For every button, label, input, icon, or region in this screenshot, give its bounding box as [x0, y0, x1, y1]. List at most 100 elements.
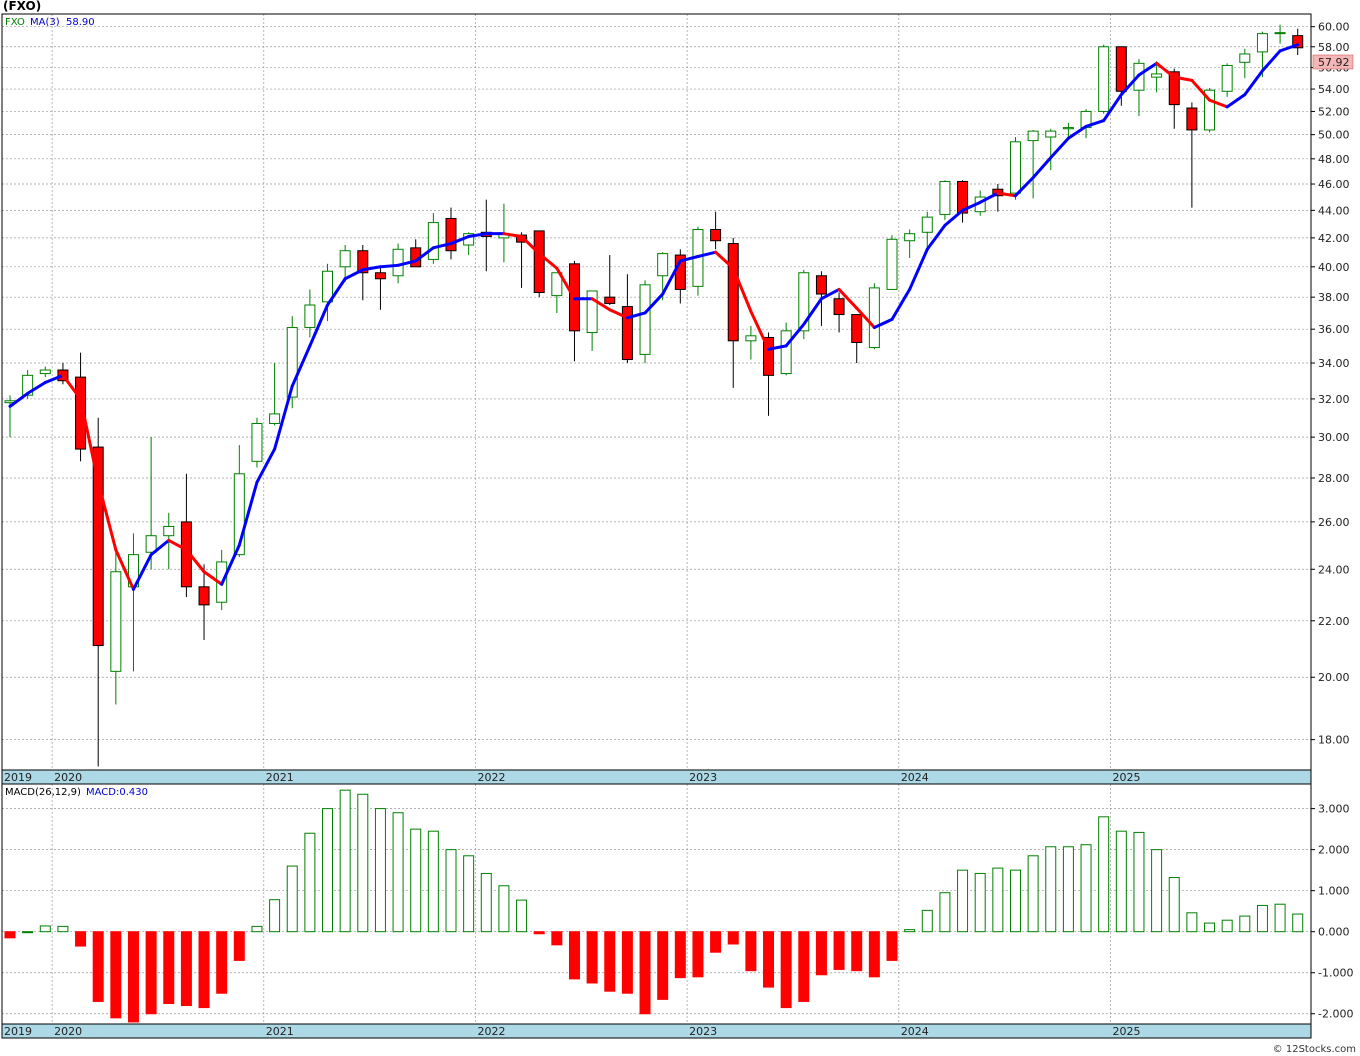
macd-bar	[233, 931, 245, 961]
macd-bar	[410, 828, 422, 933]
year-label: 2024	[901, 771, 929, 784]
year-label: 2023	[689, 771, 717, 784]
macd-bar	[198, 931, 210, 1009]
macd-bar	[22, 931, 34, 934]
ma-segment	[467, 232, 488, 238]
macd-bar	[480, 872, 492, 933]
macd-panel-frame	[1, 783, 1312, 1025]
ma-segment	[378, 263, 400, 269]
ma-segment	[802, 297, 823, 326]
macd-bar	[163, 931, 175, 1004]
ma-segment	[1243, 69, 1264, 97]
price-y-tick-label: 48.00	[1318, 153, 1350, 166]
price-y-tick-label: 32.00	[1318, 393, 1350, 406]
candle-body	[233, 473, 245, 556]
year-label: 2021	[266, 771, 294, 784]
candle-body	[604, 296, 616, 304]
ma-segment	[837, 287, 859, 310]
year-label: 2022	[477, 771, 505, 784]
macd-bar	[692, 931, 704, 978]
macd-bar	[1221, 919, 1233, 933]
macd-bar	[886, 931, 898, 961]
ma-segment	[1066, 124, 1088, 140]
candle-body	[657, 253, 669, 277]
ma-segment	[1031, 156, 1053, 180]
ma-segment	[396, 259, 418, 267]
price-y-tick-label: 52.00	[1318, 105, 1350, 118]
legend-ma-label: MA(3)	[30, 17, 60, 28]
ma-segment	[678, 255, 700, 263]
ma-segment	[79, 397, 100, 484]
macd-bar	[339, 789, 351, 933]
year-axis-band	[1, 1023, 1312, 1039]
price-y-tick-labels: 18.00 20.00 22.00 24.00 26.00 28.00 30.00 32.00…	[1311, 21, 1350, 747]
candle-body	[868, 287, 880, 349]
price-y-tick-label: 36.00	[1318, 323, 1350, 336]
macd-bar	[1274, 903, 1286, 933]
candle-body	[198, 586, 210, 606]
candle-body	[851, 314, 863, 343]
candle-body	[339, 250, 351, 268]
macd-bar	[216, 931, 228, 994]
price-y-tick-label: 46.00	[1318, 178, 1350, 191]
macd-bar	[551, 931, 563, 946]
candle-body	[939, 180, 951, 215]
ma-segment	[643, 292, 665, 315]
ma-segment	[26, 380, 47, 395]
macd-bar	[745, 931, 757, 972]
ma-segment	[8, 391, 30, 408]
price-panel-frame	[1, 13, 1312, 771]
macd-bar	[1098, 816, 1110, 933]
macd-bar	[1204, 922, 1216, 933]
ma-segment	[890, 287, 912, 321]
ma-segment	[237, 480, 259, 547]
ma-segment	[361, 265, 382, 272]
ma-segment	[608, 308, 629, 320]
ma-segment	[1049, 136, 1070, 160]
candle-body	[39, 369, 51, 375]
ma-segment	[202, 570, 224, 586]
candle-body	[745, 335, 757, 342]
candle-body	[392, 248, 404, 277]
last-price-tag	[1312, 54, 1354, 70]
ma-segment	[925, 223, 947, 251]
macd-bar	[127, 931, 139, 1023]
macd-bar	[851, 931, 863, 972]
candle-body	[1292, 35, 1304, 49]
price-y-tick-label: 44.00	[1318, 204, 1350, 217]
ma-segment	[714, 250, 735, 270]
macd-bar	[1045, 846, 1057, 933]
candle-body	[286, 327, 298, 398]
macd-bar	[1115, 830, 1127, 933]
price-y-tick-label: 18.00	[1318, 734, 1350, 747]
macd-bar	[780, 931, 792, 1009]
candle-body	[374, 272, 386, 280]
macd-bar	[92, 931, 104, 1002]
candle-body	[533, 230, 545, 294]
candle-body	[957, 180, 969, 214]
price-y-tick-label: 24.00	[1318, 563, 1350, 576]
ma-segment	[784, 322, 806, 348]
price-y-tick-label: 42.00	[1318, 232, 1350, 245]
ma-segment	[290, 344, 312, 388]
candle-body	[1168, 71, 1180, 106]
ma-segment	[1137, 61, 1159, 77]
year-label: 2025	[1113, 1025, 1141, 1038]
macd-bar	[427, 830, 439, 933]
candle-body	[304, 304, 316, 329]
price-y-tick-label: 54.00	[1318, 83, 1350, 96]
ma-segment	[326, 277, 347, 307]
macd-bar	[516, 899, 528, 933]
ma-segment	[731, 266, 753, 313]
macd-bar	[674, 931, 686, 979]
candle-body	[269, 413, 281, 424]
ma-segment	[1119, 73, 1141, 97]
macd-y-tick-label: 0.000	[1318, 926, 1350, 939]
macd-bar	[1009, 869, 1021, 933]
price-gridlines	[2, 14, 1311, 770]
ma-line	[8, 43, 1300, 591]
ma-segment	[696, 250, 718, 259]
price-y-tick-label: 26.00	[1318, 516, 1350, 529]
price-y-tick-label: 60.00	[1318, 21, 1350, 34]
macd-y-tick-label: -2.000	[1318, 1008, 1353, 1021]
